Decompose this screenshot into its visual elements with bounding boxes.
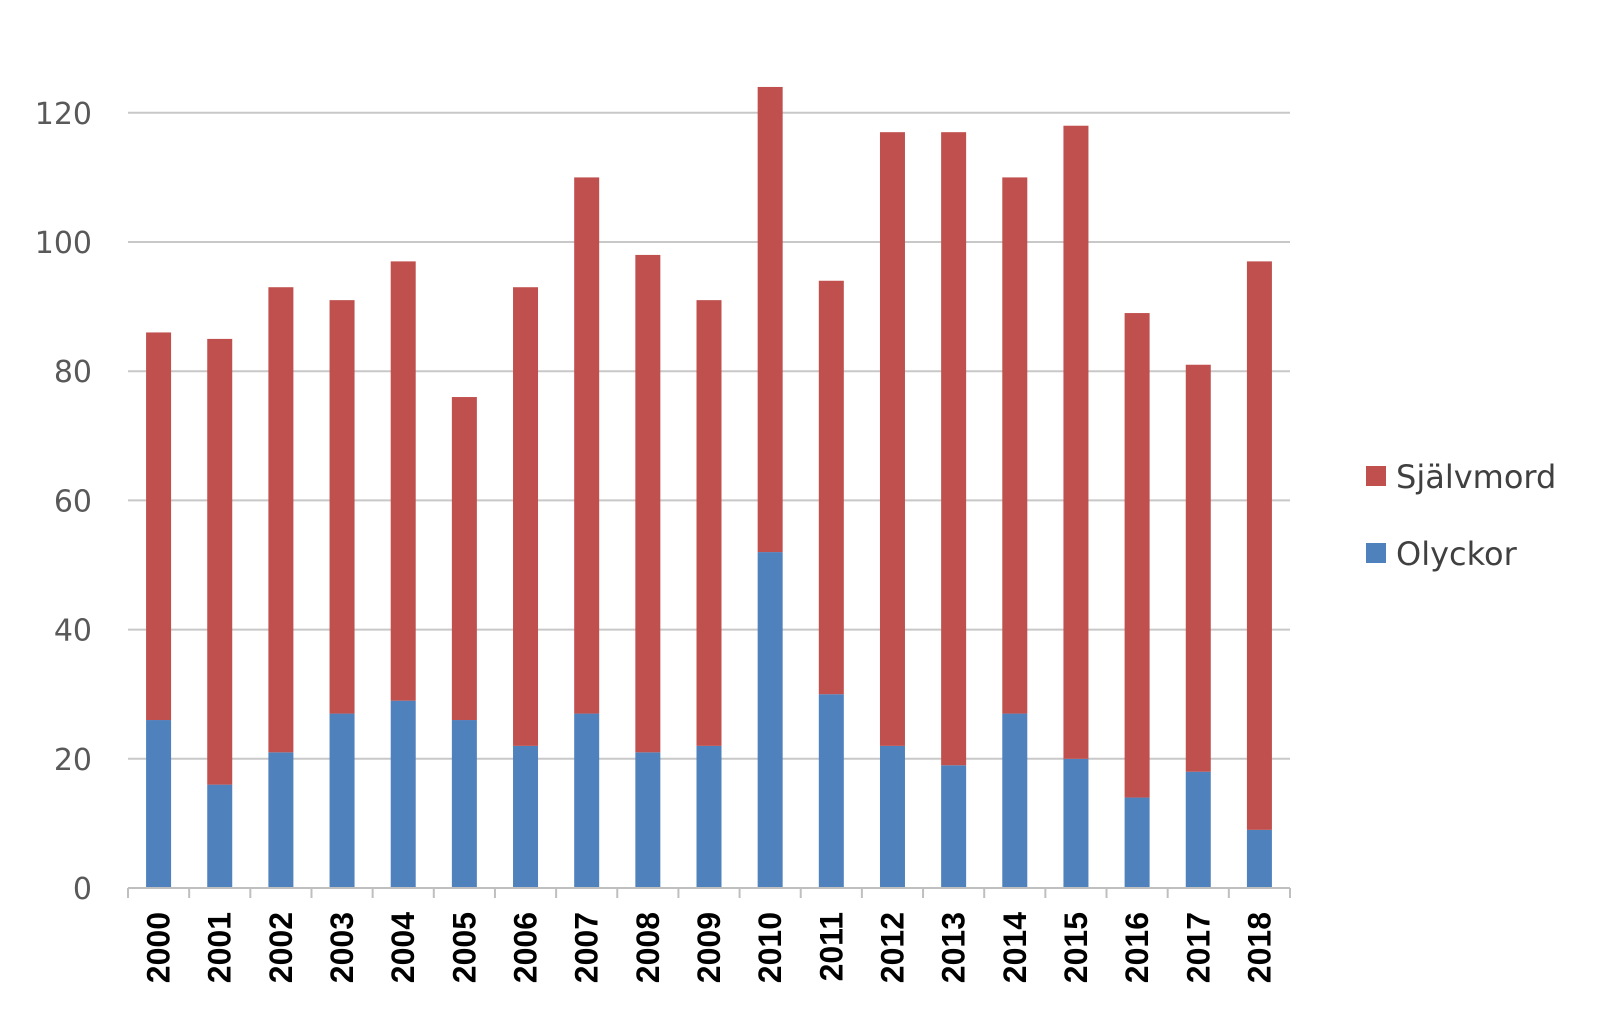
bar-olyckor-2008 xyxy=(635,752,661,888)
legend-label-olyckor: Olyckor xyxy=(1396,535,1518,573)
x-tick-label: 2014 xyxy=(997,912,1033,983)
x-tick-label: 2007 xyxy=(569,912,605,983)
legend-label-självmord: Självmord xyxy=(1396,458,1556,496)
bar-självmord-2001 xyxy=(207,338,233,785)
x-tick-label: 2010 xyxy=(752,912,788,983)
legend-swatch-olyckor xyxy=(1366,543,1386,563)
legend-swatch-självmord xyxy=(1366,466,1386,486)
x-tick-label: 2013 xyxy=(936,912,972,983)
x-tick-label: 2009 xyxy=(691,912,727,983)
bar-olyckor-2014 xyxy=(1002,713,1028,888)
x-tick-label: 2011 xyxy=(813,912,849,981)
bar-självmord-2002 xyxy=(268,287,294,753)
y-tick-label: 80 xyxy=(54,355,92,390)
bar-självmord-2007 xyxy=(574,177,600,714)
bar-självmord-2004 xyxy=(390,261,416,701)
y-tick-label: 100 xyxy=(35,226,92,261)
bar-olyckor-2007 xyxy=(574,713,600,888)
bar-självmord-2018 xyxy=(1246,261,1272,830)
bar-olyckor-2013 xyxy=(941,765,967,888)
legend: Självmord Olyckor xyxy=(1366,458,1556,573)
bar-självmord-2005 xyxy=(451,397,477,721)
bar-självmord-2013 xyxy=(941,132,967,766)
y-tick-label: 40 xyxy=(54,614,92,649)
bar-olyckor-2004 xyxy=(390,700,416,888)
y-tick-label: 60 xyxy=(54,484,92,519)
bar-självmord-2010 xyxy=(757,86,783,553)
bar-olyckor-2002 xyxy=(268,752,294,888)
bar-olyckor-2012 xyxy=(879,745,905,888)
bar-självmord-2000 xyxy=(146,332,172,721)
y-tick-label: 20 xyxy=(54,743,92,778)
y-axis-tick-labels: 0 20 40 60 80 100 120 xyxy=(35,97,92,907)
bar-olyckor-2015 xyxy=(1063,758,1089,888)
bar-självmord-2012 xyxy=(879,132,905,746)
bar-olyckor-2009 xyxy=(696,745,722,888)
bar-olyckor-2016 xyxy=(1124,797,1150,888)
bar-olyckor-2006 xyxy=(513,745,539,888)
bar-självmord-2006 xyxy=(513,287,539,746)
x-tick-label: 2006 xyxy=(508,912,544,983)
bar-självmord-2016 xyxy=(1124,313,1150,798)
x-tick-label: 2000 xyxy=(141,912,177,983)
x-tick-label: 2018 xyxy=(1241,912,1277,983)
x-tick-label: 2005 xyxy=(446,912,482,983)
y-tick-label: 120 xyxy=(35,97,92,132)
x-tick-label: 2015 xyxy=(1058,912,1094,983)
x-tick-label: 2016 xyxy=(1119,912,1155,983)
bar-olyckor-2018 xyxy=(1246,829,1272,888)
x-axis xyxy=(127,887,1291,898)
x-tick-label: 2001 xyxy=(202,912,238,983)
bar-självmord-2011 xyxy=(818,280,844,695)
bar-olyckor-2017 xyxy=(1185,771,1211,888)
y-tick-label: 0 xyxy=(73,872,92,907)
x-tick-label: 2004 xyxy=(385,912,421,983)
bars xyxy=(146,86,1272,888)
x-tick-label: 2012 xyxy=(874,912,910,983)
bar-självmord-2014 xyxy=(1002,177,1028,714)
x-tick-label: 2008 xyxy=(630,912,666,983)
bar-olyckor-2011 xyxy=(818,694,844,888)
bar-olyckor-2000 xyxy=(146,720,172,888)
x-tick-label: 2003 xyxy=(324,912,360,983)
bar-olyckor-2003 xyxy=(329,713,355,888)
bar-olyckor-2005 xyxy=(451,720,477,888)
bar-självmord-2008 xyxy=(635,254,661,753)
bar-självmord-2015 xyxy=(1063,125,1089,759)
bar-olyckor-2010 xyxy=(757,552,783,888)
x-tick-label: 2002 xyxy=(263,912,299,983)
bar-självmord-2003 xyxy=(329,300,355,714)
x-tick-label: 2017 xyxy=(1180,912,1216,983)
x-axis-tick-labels: 2000 2001 2002 2003 2004 2005 2006 2007 2008 2009… xyxy=(141,912,1278,983)
bar-olyckor-2001 xyxy=(207,784,233,888)
bar-självmord-2017 xyxy=(1185,364,1211,772)
bar-självmord-2009 xyxy=(696,300,722,746)
